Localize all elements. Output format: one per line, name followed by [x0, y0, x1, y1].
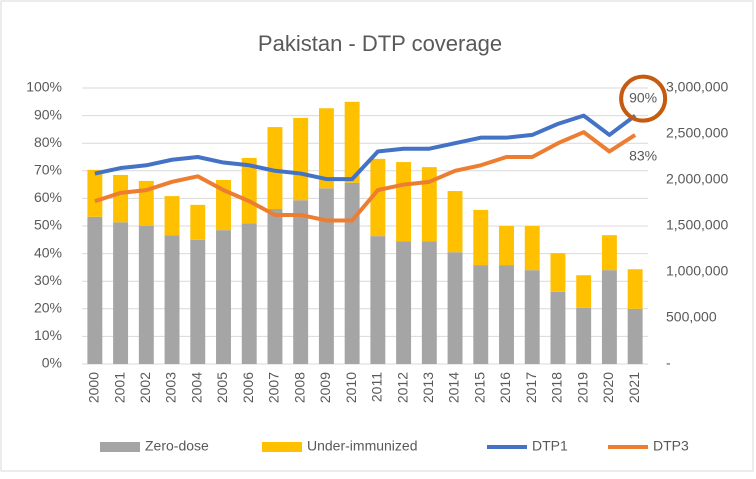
- x-tick-label: 2014: [446, 372, 462, 403]
- y2-tick-label: 1,500,000: [666, 217, 728, 233]
- y2-tick-label: 1,000,000: [666, 263, 728, 279]
- x-tick-label: 2009: [317, 372, 333, 403]
- y-tick-label: 80%: [34, 134, 62, 150]
- x-tick-label: 2006: [240, 372, 256, 403]
- bar: [627, 308, 643, 364]
- bar: [447, 252, 463, 364]
- bar: [293, 200, 309, 364]
- y2-tick-label: -: [666, 355, 671, 371]
- x-tick-label: 2004: [188, 372, 204, 403]
- x-tick-label: 2017: [523, 372, 539, 403]
- bar: [396, 241, 412, 364]
- x-tick-label: 2021: [626, 372, 642, 403]
- bar: [601, 235, 617, 271]
- bar: [499, 265, 514, 364]
- y-tick-label: 70%: [34, 162, 62, 178]
- bar: [370, 236, 386, 364]
- bar: [344, 182, 360, 364]
- bar: [396, 162, 412, 242]
- y-tick-label: 50%: [34, 217, 62, 233]
- x-tick-label: 2013: [420, 372, 436, 403]
- x-tick-label: 2007: [266, 372, 282, 403]
- y-tick-label: 20%: [34, 300, 62, 316]
- y-tick-label: 40%: [34, 244, 62, 260]
- bar: [113, 174, 129, 223]
- bar: [524, 270, 540, 364]
- bar: [318, 108, 334, 189]
- x-tick-label: 2001: [111, 372, 127, 403]
- bar: [627, 269, 643, 309]
- bar: [267, 208, 283, 364]
- bar: [241, 223, 257, 364]
- y-tick-label: 10%: [34, 327, 62, 343]
- x-tick-label: 2005: [214, 372, 230, 403]
- legend-label: DTP1: [532, 438, 568, 454]
- line: [94, 130, 637, 223]
- x-tick-label: 2000: [86, 372, 102, 403]
- x-tick-label: 2019: [574, 372, 590, 403]
- bar: [216, 230, 231, 364]
- bar: [473, 209, 489, 266]
- bar: [190, 204, 206, 240]
- bar: [138, 226, 154, 364]
- y-tick-label: 60%: [34, 189, 62, 205]
- y2-tick-label: 2,000,000: [666, 171, 728, 187]
- bar: [113, 222, 129, 364]
- bar: [601, 270, 617, 364]
- bar: [576, 307, 592, 364]
- x-tick-label: 2011: [369, 372, 385, 402]
- x-tick-label: 2010: [343, 372, 359, 403]
- y-tick-label: 90%: [34, 106, 62, 122]
- y2-tick-label: 500,000: [666, 309, 717, 325]
- y-tick-label: 30%: [34, 272, 62, 288]
- x-tick-label: 2008: [291, 372, 307, 403]
- bar: [293, 117, 309, 201]
- x-tick-label: 2015: [471, 372, 487, 403]
- line: [94, 113, 637, 182]
- bar: [164, 235, 180, 364]
- bar: [473, 265, 489, 364]
- y2-tick-label: 2,500,000: [666, 125, 728, 141]
- legend-label: Under-immunized: [307, 438, 417, 454]
- y-tick-label: 0%: [42, 355, 62, 371]
- bar: [550, 291, 566, 364]
- legend-swatch: [100, 442, 140, 452]
- y-tick-label: 100%: [26, 79, 62, 95]
- bar: [164, 196, 180, 236]
- bar: [318, 188, 334, 364]
- y2-tick-label: 3,000,000: [666, 79, 728, 95]
- highlight-circle: [619, 74, 668, 123]
- bar: [267, 127, 283, 209]
- x-tick-label: 2020: [600, 372, 616, 403]
- bar: [190, 239, 206, 364]
- bar: [370, 158, 386, 237]
- bar: [447, 191, 463, 253]
- bar: [241, 157, 257, 224]
- x-tick-label: 2002: [137, 372, 153, 403]
- bar: [421, 167, 437, 242]
- bar: [87, 216, 103, 364]
- x-tick-label: 2018: [549, 372, 565, 403]
- bar: [344, 101, 360, 183]
- bar: [87, 169, 103, 217]
- bar: [421, 241, 437, 364]
- data-label: 90%: [629, 89, 657, 105]
- x-tick-label: 2016: [497, 372, 513, 403]
- bar: [550, 253, 566, 292]
- x-tick-label: 2012: [394, 372, 410, 403]
- data-label: 83%: [629, 148, 657, 164]
- bar: [499, 226, 514, 266]
- legend-label: DTP3: [653, 438, 689, 454]
- bar: [524, 226, 540, 271]
- bar: [576, 275, 592, 308]
- x-tick-label: 2003: [163, 372, 179, 403]
- legend-label: Zero-dose: [145, 438, 209, 454]
- legend-swatch: [262, 442, 302, 452]
- chart-title: Pakistan - DTP coverage: [258, 31, 502, 56]
